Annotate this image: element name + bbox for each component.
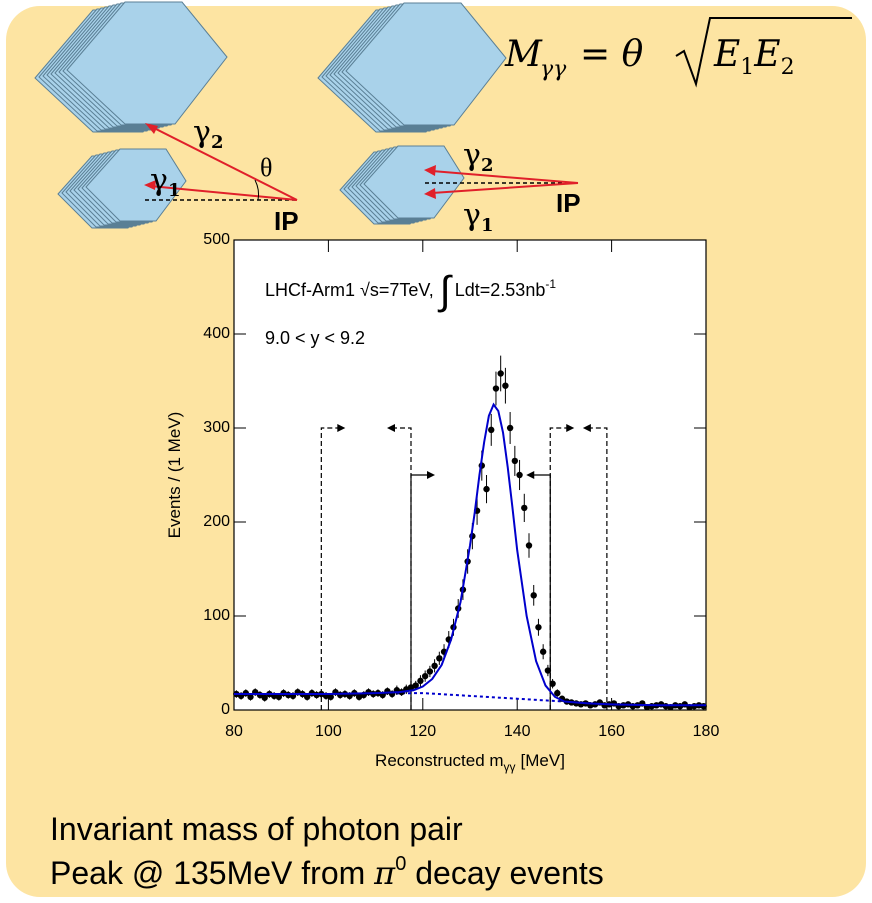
- region-boundary: [588, 427, 608, 710]
- data-point: [497, 370, 504, 377]
- y-tick-label: 100: [203, 607, 230, 624]
- data-point: [412, 682, 419, 689]
- data-point: [506, 424, 514, 432]
- y-tick-label: 500: [203, 231, 230, 248]
- caption-line: Peak @ 135MeV from π0 decay events: [50, 853, 604, 892]
- gamma2-label: γ2: [193, 115, 223, 153]
- data-point: [544, 667, 552, 674]
- region-boundary: [320, 427, 340, 710]
- region-arrow: [337, 424, 346, 432]
- detector-right: γ2 γ1 IP: [317, 2, 581, 236]
- formula: M γγ = θ E1E2: [504, 17, 852, 88]
- region-boundary: [549, 427, 569, 710]
- data-point: [426, 668, 434, 675]
- formula-symbol: M: [504, 34, 543, 75]
- data-point: [535, 624, 542, 631]
- x-tick-label: 160: [598, 723, 625, 740]
- data-point: [431, 662, 438, 670]
- data-point: [521, 504, 528, 512]
- x-tick-label: 140: [504, 723, 531, 740]
- data-point: [488, 426, 495, 434]
- y-tick-label: 200: [203, 513, 230, 530]
- radicand: E1E2: [713, 34, 795, 80]
- data-point: [539, 648, 547, 655]
- data-point: [261, 694, 268, 701]
- plot-area: [233, 239, 707, 711]
- data-point: [525, 542, 533, 549]
- data-point: [549, 680, 556, 687]
- y-tick-label: 300: [203, 419, 230, 436]
- gamma1-label: γ1: [150, 163, 180, 201]
- data-point: [511, 457, 519, 465]
- y-axis-label: Events / (1 MeV): [165, 412, 184, 539]
- data-point: [483, 485, 490, 493]
- data-point: [436, 655, 443, 662]
- data-point: [247, 693, 254, 701]
- region-arrow: [387, 424, 395, 432]
- caption-line: Invariant mass of photon pair: [50, 811, 463, 847]
- fit-curve: [234, 402, 706, 707]
- theta-label: θ: [260, 153, 272, 182]
- x-axis-label: Reconstructed mγγ [MeV]: [375, 751, 565, 774]
- detector-left: γ2 γ1 θ IP: [34, 1, 299, 236]
- region-arrow: [582, 424, 591, 432]
- gamma1-label: γ1: [463, 198, 493, 236]
- region-arrow: [566, 424, 575, 432]
- data-point: [417, 677, 424, 685]
- ip-label: IP: [274, 206, 299, 236]
- data-point: [421, 672, 429, 680]
- data-point: [554, 689, 561, 697]
- formula-equals: = θ: [580, 34, 644, 75]
- data-point: [275, 693, 283, 701]
- x-tick-label: 80: [225, 723, 243, 740]
- region-arrow: [526, 471, 535, 479]
- data-point: [327, 693, 334, 701]
- data-point: [516, 471, 523, 479]
- ip-label: IP: [556, 188, 581, 218]
- plot: 80 100 120 140 160 180 0 100 200 300 400 500: [203, 231, 719, 740]
- y-tick-label: 400: [203, 325, 230, 342]
- x-tick-label: 120: [409, 723, 436, 740]
- data-point: [530, 592, 537, 599]
- formula-subscript: γγ: [540, 57, 567, 82]
- x-tick-label: 100: [315, 723, 342, 740]
- data-point: [303, 693, 311, 701]
- gamma2-label: γ2: [463, 138, 493, 176]
- data-point: [502, 382, 509, 389]
- region-arrow: [427, 471, 435, 479]
- x-tick-label: 180: [693, 723, 720, 740]
- region-boundary: [393, 427, 412, 710]
- range-annotation: 9.0 < y < 9.2: [265, 328, 365, 348]
- y-tick-label: 0: [221, 701, 230, 718]
- data-point: [492, 385, 500, 392]
- stat-annotation: LHCf-Arm1 √s=7TeV, ∫ Ldt=2.53nb-1: [265, 269, 556, 313]
- sqrt-sign: [675, 17, 852, 88]
- region-boundary: [410, 474, 429, 710]
